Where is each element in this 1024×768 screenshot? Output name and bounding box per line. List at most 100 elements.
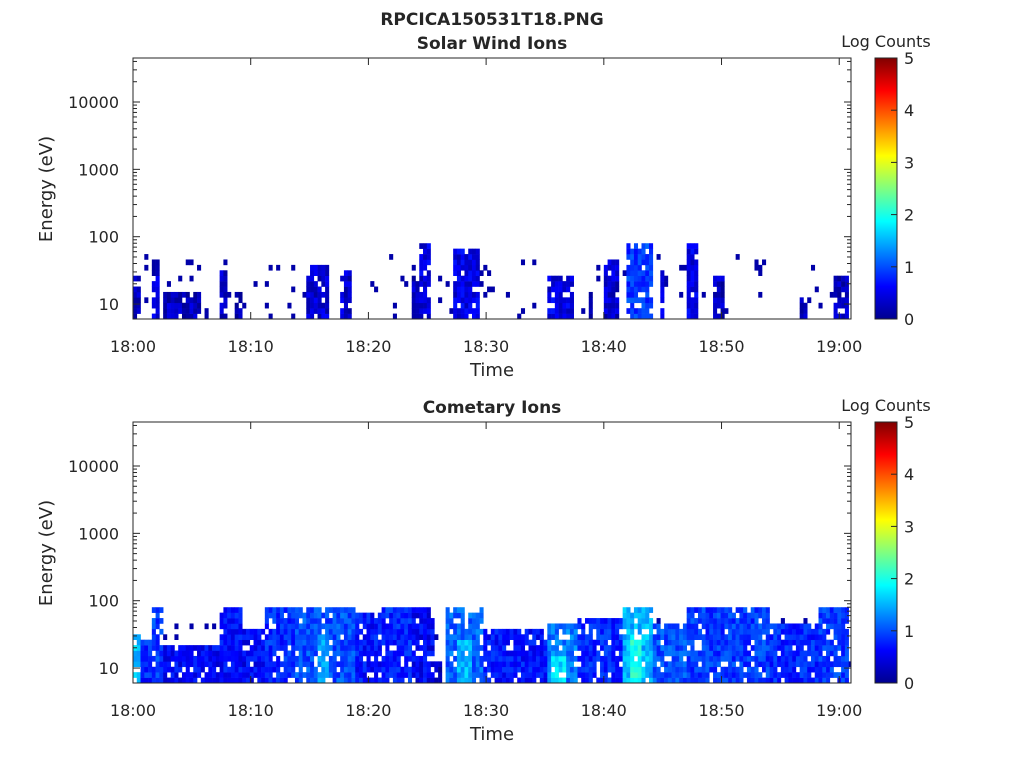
heatmap-cell (166, 297, 171, 304)
heatmap-cell (505, 650, 510, 657)
heatmap-cell (600, 639, 605, 646)
heatmap-cell (204, 677, 209, 684)
heatmap-cell (136, 291, 141, 298)
heatmap-cell (754, 628, 759, 635)
heatmap-cell (197, 650, 202, 657)
heatmap-cell (844, 275, 849, 282)
heatmap-cell (178, 655, 183, 662)
heatmap-cell (453, 607, 458, 613)
heatmap-cell (841, 666, 846, 673)
heatmap-cell (611, 666, 616, 673)
heatmap-cell (626, 291, 631, 298)
heatmap-cell (498, 639, 503, 646)
heatmap-cell (547, 286, 552, 293)
heatmap-cell (283, 672, 288, 678)
heatmap-cell (622, 650, 627, 657)
heatmap-cell (758, 645, 763, 651)
heatmap-cell (554, 281, 559, 287)
heatmap-cell (423, 607, 428, 613)
heatmap-cell (423, 281, 428, 287)
heatmap-cell (460, 618, 465, 624)
heatmap-cell (321, 666, 326, 673)
heatmap-cell (660, 270, 665, 276)
heatmap-cell (227, 291, 232, 298)
heatmap-cell (253, 661, 258, 668)
heatmap-cell (483, 639, 488, 646)
heatmap-cell (144, 655, 149, 662)
y-tick-label: 10 (99, 659, 119, 678)
heatmap-cell (133, 650, 138, 657)
heatmap-cell (396, 661, 401, 668)
heatmap-cell (460, 634, 465, 640)
heatmap-cell (844, 607, 849, 613)
heatmap-cell (415, 308, 420, 314)
heatmap-cell (618, 639, 623, 646)
heatmap-cell (716, 302, 721, 309)
heatmap-cell (844, 618, 849, 624)
heatmap-cell (513, 672, 518, 678)
heatmap-cell (818, 639, 823, 646)
heatmap-cell (739, 661, 744, 668)
heatmap-cell (212, 661, 217, 668)
heatmap-cell (219, 270, 224, 276)
heatmap-cell (667, 645, 672, 651)
heatmap-cell (328, 634, 333, 640)
heatmap-cell (611, 286, 616, 293)
heatmap-cell (682, 645, 687, 651)
heatmap-cell (803, 634, 808, 640)
heatmap-cell (799, 302, 804, 309)
heatmap-cell (524, 650, 529, 657)
heatmap-cell (626, 655, 631, 662)
heatmap-cell (675, 623, 680, 630)
heatmap-cell (633, 661, 639, 668)
heatmap-cell (633, 254, 639, 260)
heatmap-cell (257, 666, 262, 673)
heatmap-cell (600, 666, 605, 673)
heatmap-cell (667, 677, 672, 684)
heatmap-cell (178, 302, 183, 309)
heatmap-cell (826, 650, 831, 657)
heatmap-cell (709, 661, 714, 668)
heatmap-cell (347, 281, 352, 287)
heatmap-cell (227, 677, 232, 684)
heatmap-cell (136, 286, 141, 293)
heatmap-cell (370, 650, 375, 657)
heatmap-cell (826, 645, 831, 651)
heatmap-cell (483, 264, 488, 271)
x-tick-label: 18:10 (228, 701, 274, 720)
heatmap-cell (343, 291, 348, 298)
heatmap-cell (532, 661, 537, 668)
heatmap-cell (287, 672, 292, 678)
heatmap-cell (682, 628, 687, 635)
heatmap-cell (622, 623, 627, 630)
heatmap-cell (494, 645, 499, 651)
heatmap-cell (223, 275, 228, 282)
heatmap-cell (419, 259, 424, 266)
heatmap-cell (426, 618, 431, 624)
heatmap-cell (464, 264, 469, 271)
heatmap-cell (396, 639, 401, 646)
heatmap-cell (185, 650, 190, 657)
heatmap-cell (490, 645, 495, 651)
heatmap-cell (637, 639, 642, 646)
heatmap-cell (223, 297, 228, 304)
heatmap-cell (159, 666, 164, 673)
heatmap-cell (630, 634, 635, 640)
heatmap-cell (411, 661, 416, 668)
heatmap-cell (193, 645, 198, 651)
heatmap-cell (844, 313, 849, 320)
heatmap-cell (543, 655, 548, 662)
heatmap-cell (336, 612, 341, 619)
heatmap-cell (818, 655, 823, 662)
heatmap-cell (667, 639, 672, 646)
heatmap-cell (174, 661, 179, 668)
heatmap-cell (660, 628, 665, 635)
heatmap-cell (554, 672, 559, 678)
heatmap-cell (419, 672, 424, 678)
heatmap-cell (615, 645, 620, 651)
heatmap-cell (238, 618, 243, 624)
heatmap-cell (539, 666, 544, 673)
heatmap-cell (234, 672, 239, 678)
heatmap-cell (844, 645, 849, 651)
